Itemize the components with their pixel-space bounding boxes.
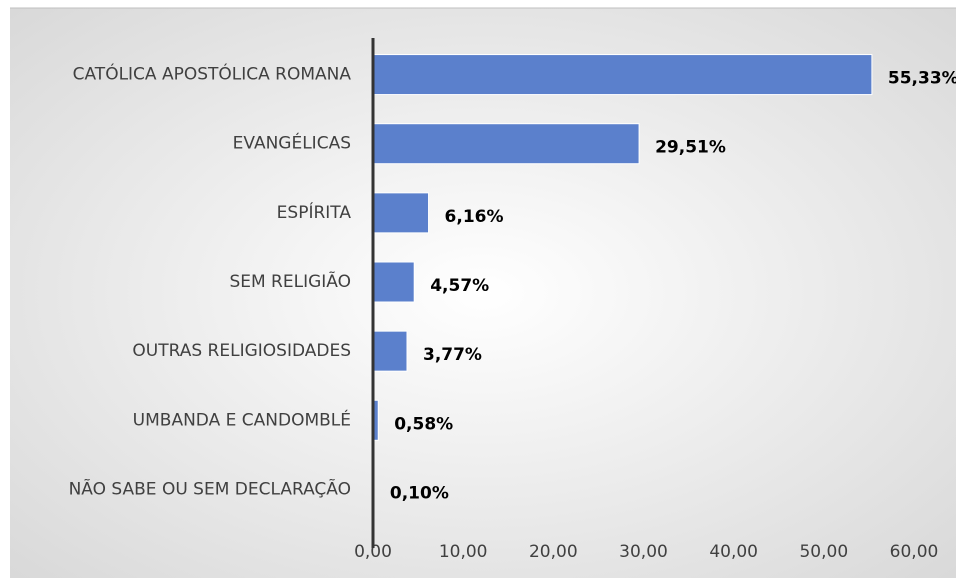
x-tick-label: 50,00 (799, 542, 848, 562)
bar (372, 330, 408, 372)
bar (372, 54, 873, 96)
bar (372, 192, 430, 234)
data-label: 4,57% (430, 276, 489, 296)
x-tick-label: 60,00 (890, 542, 939, 562)
x-tick-label: 20,00 (529, 542, 578, 562)
y-tick-label: UMBANDA E CANDOMBLÉ (133, 408, 351, 430)
y-tick-label: EVANGÉLICAS (233, 132, 351, 154)
data-label: 0,58% (394, 414, 453, 434)
x-tick-label: 10,00 (439, 542, 488, 562)
y-tick-label: OUTRAS RELIGIOSIDADES (132, 341, 351, 361)
x-tick-label: 40,00 (709, 542, 758, 562)
bar (372, 261, 415, 303)
x-tick-label: 30,00 (619, 542, 668, 562)
chart-area (10, 8, 956, 578)
bar (372, 123, 640, 165)
data-label: 6,16% (445, 207, 504, 227)
data-label: 29,51% (655, 138, 726, 158)
y-tick-label: ESPÍRITA (277, 201, 352, 223)
y-tick-label: NÃO SABE OU SEM DECLARAÇÃO (69, 477, 351, 499)
data-label: 0,10% (390, 483, 449, 503)
y-tick-label: CATÓLICA APOSTÓLICA ROMANA (73, 63, 352, 85)
data-label: 55,33% (888, 69, 956, 89)
y-tick-label: SEM RELIGIÃO (229, 270, 351, 292)
data-label: 3,77% (423, 345, 482, 365)
x-tick-label: 0,00 (354, 542, 392, 562)
